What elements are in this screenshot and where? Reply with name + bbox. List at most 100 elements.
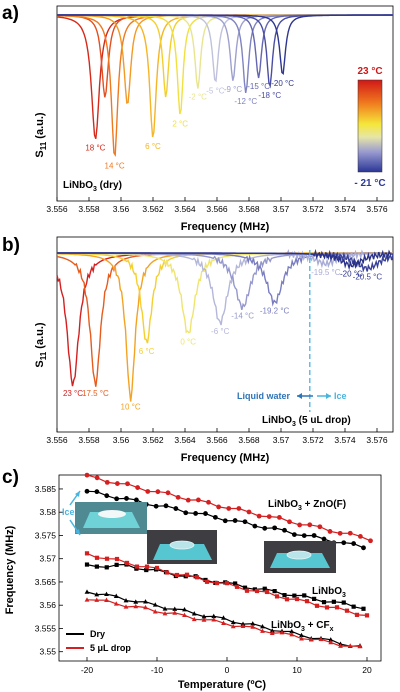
data-point xyxy=(269,630,275,636)
data-point xyxy=(84,488,90,494)
data-point xyxy=(311,533,317,538)
data-point xyxy=(304,599,310,604)
temperature-label: -20 °C xyxy=(271,79,294,88)
panel-b-x-axis-title: Frequency (MHz) xyxy=(181,452,270,464)
x-tick-label: 3.558 xyxy=(78,435,100,445)
data-point xyxy=(211,613,217,619)
spectrum-curve xyxy=(57,248,393,271)
x-tick-label: 3.57 xyxy=(273,204,290,214)
data-point xyxy=(289,628,295,634)
data-point xyxy=(321,600,327,605)
data-point xyxy=(299,632,304,638)
x-tick-label: 3.576 xyxy=(366,204,388,214)
panel-b-x-ticks: 3.556 3.558 3.56 3.562 3.564 3.566 3.568 3.57 3.… xyxy=(46,428,388,445)
data-point xyxy=(84,597,90,602)
x-tick-label: 3.562 xyxy=(142,435,164,445)
data-point xyxy=(165,490,171,496)
data-point xyxy=(347,643,353,648)
data-point xyxy=(162,606,168,611)
svg-text:S11 (a.u.): S11 (a.u.) xyxy=(34,112,48,157)
colorbar-top-label: 23 °C xyxy=(357,66,382,77)
data-point xyxy=(162,610,168,616)
ice-arrow-down-head xyxy=(75,529,80,535)
data-point xyxy=(234,584,240,589)
x-tick-label: 3.572 xyxy=(302,204,324,214)
data-point xyxy=(113,601,119,606)
data-point xyxy=(185,497,191,503)
data-point xyxy=(214,580,220,586)
data-point xyxy=(193,511,199,516)
data-point xyxy=(347,530,353,536)
data-point xyxy=(314,603,320,608)
data-point xyxy=(337,530,343,536)
data-point xyxy=(143,599,148,604)
data-point xyxy=(133,497,139,503)
data-point xyxy=(242,585,248,590)
data-point xyxy=(301,533,307,538)
data-point xyxy=(182,612,187,618)
data-point xyxy=(144,564,150,569)
data-point xyxy=(114,556,120,562)
data-point xyxy=(94,489,100,495)
panel-b-plot-frame xyxy=(56,236,394,433)
liquid-arrow-head xyxy=(297,393,302,399)
data-point xyxy=(246,509,252,515)
series-label-bare: LiNbO3 xyxy=(312,586,346,599)
x-tick-label: 3.56 xyxy=(113,435,130,445)
data-point xyxy=(289,631,295,637)
data-point xyxy=(94,475,100,481)
data-point xyxy=(104,591,109,596)
data-point xyxy=(94,564,99,569)
data-point xyxy=(174,572,180,578)
data-point xyxy=(324,605,330,610)
data-point xyxy=(351,604,356,609)
temperature-label: -2 °C xyxy=(189,93,208,102)
data-point xyxy=(104,479,110,485)
data-point xyxy=(173,506,179,511)
temperature-label: -20 °C xyxy=(340,269,363,278)
data-point xyxy=(135,485,141,490)
series-label-cfx: LiNbO3 + CFx xyxy=(271,620,334,633)
data-point xyxy=(236,506,242,511)
photo-thumbnail-1 xyxy=(75,502,147,534)
svg-text:S11 (a.u.): S11 (a.u.) xyxy=(34,322,48,367)
panel-a-temperature-labels: 18 °C14 °C6 °C2 °C-2 °C-5 °C -9 °C-12 °C-… xyxy=(85,79,294,171)
temperature-label: 23 °C xyxy=(63,389,83,398)
data-point xyxy=(233,581,238,586)
data-point xyxy=(124,560,130,566)
data-point xyxy=(294,596,300,602)
temperature-colorbar xyxy=(357,79,383,173)
data-point xyxy=(274,594,280,599)
data-point xyxy=(104,597,109,602)
data-point xyxy=(204,579,210,584)
data-point xyxy=(114,562,119,567)
data-point xyxy=(262,586,267,591)
x-tick-label: 3.57 xyxy=(273,435,290,445)
data-point xyxy=(264,589,270,595)
data-point xyxy=(104,565,109,570)
colorbar-bottom-label: - 21 °C xyxy=(354,178,385,189)
data-point xyxy=(134,564,140,569)
legend-label-drop: 5 μL drop xyxy=(90,643,131,653)
ice-arrow-up-head xyxy=(75,491,80,497)
panel-b-temperature-labels: 23 °C17.5 °C 10 °C 6 °C 0 °C -6 °C-14 °C -19.… xyxy=(63,268,382,412)
data-point xyxy=(155,489,161,495)
data-point xyxy=(244,588,250,593)
data-point xyxy=(94,597,100,602)
y-tick-label: 3.565 xyxy=(35,577,57,587)
data-point xyxy=(143,604,148,610)
data-point xyxy=(307,522,313,528)
panel-c-label: c) xyxy=(2,467,19,488)
y-tick-label: 3.585 xyxy=(35,484,57,494)
panel-c-x-axis-title: Temperature (ºC) xyxy=(178,679,266,691)
x-tick-label: 3.564 xyxy=(174,435,196,445)
data-point xyxy=(230,623,236,629)
data-point xyxy=(361,606,366,611)
data-point xyxy=(321,536,327,542)
data-point xyxy=(266,514,272,520)
panel-b-label: b) xyxy=(2,235,20,256)
x-tick-label: 3.556 xyxy=(46,435,68,445)
data-point xyxy=(292,593,297,598)
panel-a-plot-frame xyxy=(56,5,394,202)
temperature-label: -6 °C xyxy=(211,327,230,336)
